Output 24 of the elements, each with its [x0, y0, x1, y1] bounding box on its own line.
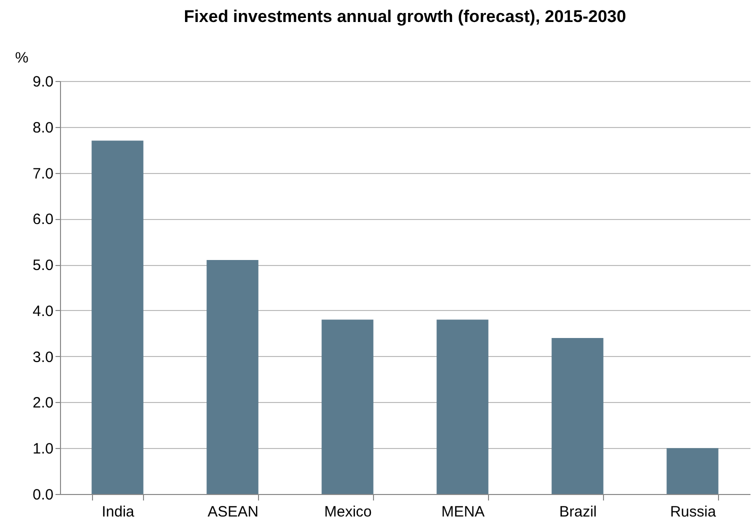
x-tick-label: India [102, 504, 135, 520]
y-tick-label: 0.0 [32, 486, 54, 504]
y-tick-label: 3.0 [32, 348, 54, 366]
bar [436, 320, 488, 494]
y-tick-label: 9.0 [32, 74, 54, 90]
x-tick-label: Russia [670, 504, 717, 520]
y-tick-label: 1.0 [32, 440, 54, 458]
y-axis-title: % [15, 50, 28, 66]
x-tick-label: MENA [441, 504, 485, 520]
y-tick-label: 5.0 [32, 257, 54, 274]
bar [666, 448, 718, 494]
y-tick-label: 8.0 [32, 119, 54, 136]
y-tick-label: 6.0 [32, 211, 54, 228]
y-tick-label: 4.0 [32, 302, 54, 320]
y-tick-label: 2.0 [32, 394, 54, 412]
bar [552, 338, 604, 494]
bar [92, 140, 144, 494]
chart-title: Fixed investments annual growth (forecast), 2015-2030 [184, 7, 626, 26]
x-tick-label: Brazil [559, 504, 597, 520]
y-tick-label: 7.0 [32, 165, 54, 182]
x-tick-label: Mexico [324, 504, 372, 520]
x-tick-label: ASEAN [208, 504, 258, 520]
bar [206, 260, 258, 494]
bar [322, 320, 374, 494]
